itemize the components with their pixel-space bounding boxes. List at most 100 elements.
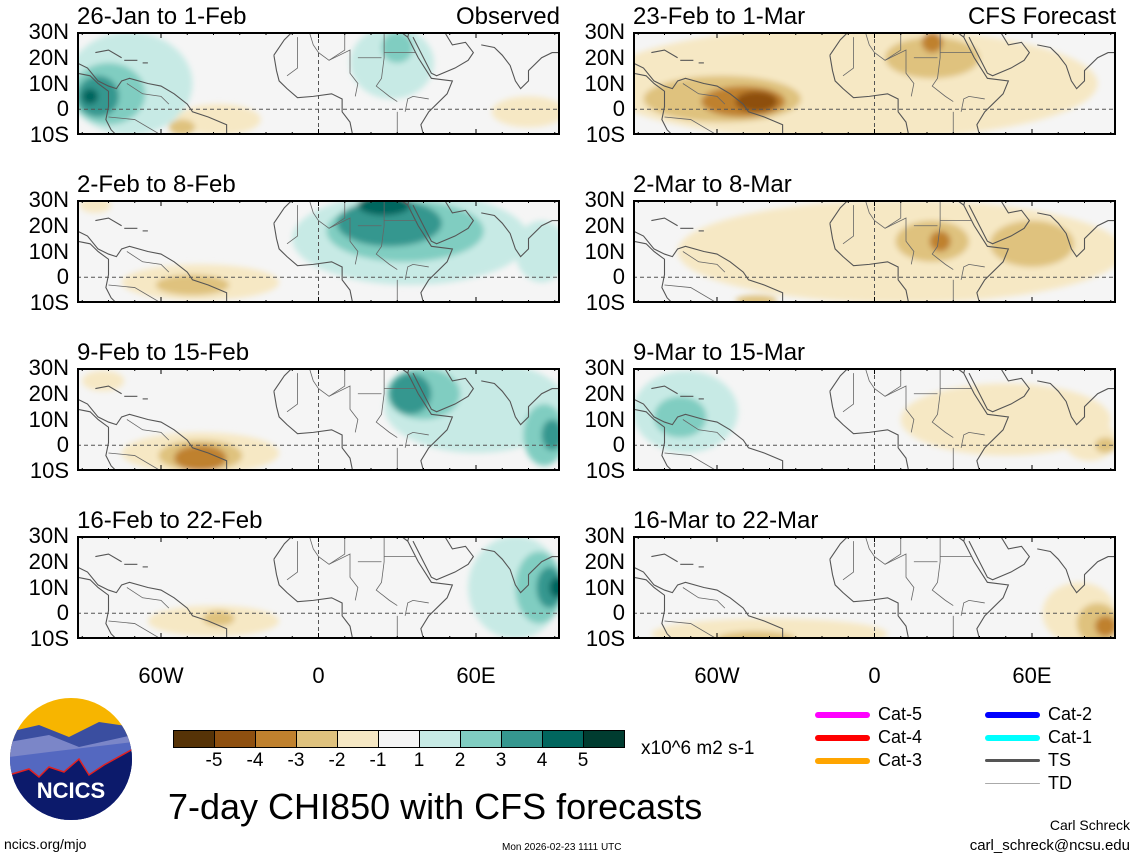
country-border xyxy=(842,373,854,413)
country-border xyxy=(328,368,346,397)
coastline xyxy=(968,368,1031,413)
colorbar-label: 2 xyxy=(454,750,466,771)
legend-label: Cat-2 xyxy=(1048,704,1093,724)
country-border xyxy=(286,37,298,77)
lon-tick-label: 60W xyxy=(138,663,184,688)
map-panel xyxy=(77,200,560,303)
map-panel xyxy=(633,32,1116,135)
legend-label: TS xyxy=(1048,750,1072,770)
colorbar-swatch xyxy=(543,731,584,747)
anomaly-contour xyxy=(536,566,560,609)
coastline xyxy=(77,398,228,471)
coastline xyxy=(955,32,1010,135)
coastline xyxy=(77,230,228,303)
map-panel xyxy=(77,32,560,135)
coastline xyxy=(633,408,673,471)
coastline xyxy=(651,49,678,59)
coastline xyxy=(968,32,1031,77)
lat-tick-label: 10S xyxy=(585,290,625,315)
panel-tag: Observed xyxy=(455,3,560,30)
colorbar-swatch xyxy=(256,731,297,747)
country-border xyxy=(864,200,915,265)
colorbar-label: -3 xyxy=(287,750,305,771)
lat-tick-label: 20N xyxy=(584,44,625,70)
country-border xyxy=(404,431,429,448)
colorbar-swatch xyxy=(215,731,256,747)
lat-tick-label: 0 xyxy=(612,96,625,122)
coastline xyxy=(829,391,910,471)
anomaly-contour xyxy=(651,618,888,639)
colorbar-swatch xyxy=(297,731,338,747)
country-border xyxy=(864,536,915,601)
colorbar-swatch xyxy=(584,731,624,747)
lat-tick-label: 10N xyxy=(28,406,69,432)
legend-line-icon xyxy=(815,711,870,718)
coastline xyxy=(399,368,454,471)
country-border xyxy=(328,536,346,565)
country-border xyxy=(842,541,854,581)
country-border xyxy=(108,116,162,135)
coastline xyxy=(481,548,560,594)
country-border xyxy=(931,32,954,102)
anomaly-contour xyxy=(381,32,413,63)
country-border xyxy=(960,599,985,616)
country-border xyxy=(960,431,985,448)
panel-tag: CFS Forecast xyxy=(967,3,1116,30)
lat-tick-label: 0 xyxy=(612,432,625,458)
country-border xyxy=(664,116,718,135)
legend-item: Cat-4 xyxy=(815,726,922,749)
coastline xyxy=(651,217,678,227)
legend-item: Cat-1 xyxy=(985,726,1092,749)
map-panel xyxy=(77,536,560,639)
footer-url[interactable]: ncics.org/mjo xyxy=(4,836,87,852)
lat-tick-label: 10S xyxy=(29,122,69,147)
panel-title: 26-Jan to 1-Feb xyxy=(77,3,247,30)
country-border xyxy=(286,541,298,581)
lon-tick-label: 0 xyxy=(868,663,881,688)
lat-tick-label: 10N xyxy=(28,70,69,96)
coastline xyxy=(77,566,228,639)
colorbar-swatch xyxy=(461,731,502,747)
coastline xyxy=(829,55,910,135)
lat-tick-label: 20N xyxy=(584,380,625,406)
lat-tick-label: 20N xyxy=(28,44,69,70)
country-border xyxy=(664,452,718,471)
country-border xyxy=(126,251,170,273)
coastline xyxy=(633,230,784,303)
footer-email[interactable]: carl_schreck@ncsu.edu xyxy=(969,837,1130,854)
colorbar-swatch xyxy=(420,731,461,747)
legend-line-icon xyxy=(985,759,1040,762)
panel-title: 16-Feb to 22-Feb xyxy=(77,507,263,534)
lon-tick-label: 0 xyxy=(312,663,325,688)
coastline xyxy=(77,72,117,135)
colorbar-label: 3 xyxy=(495,750,507,771)
coastline xyxy=(481,212,560,258)
colorbar-label: -2 xyxy=(328,750,346,771)
map-panel xyxy=(633,536,1116,639)
lat-tick-label: 0 xyxy=(612,264,625,290)
country-border xyxy=(664,620,718,639)
lon-tick-label: 60E xyxy=(456,663,496,688)
panel-title: 2-Mar to 8-Mar xyxy=(633,171,792,198)
lat-tick-label: 20N xyxy=(28,212,69,238)
country-border xyxy=(108,284,162,303)
lat-tick-label: 30N xyxy=(28,355,69,380)
country-border xyxy=(884,200,902,229)
country-border xyxy=(682,251,726,273)
lat-tick-label: 30N xyxy=(584,523,625,548)
colorbar-units: x10^6 m2 s-1 xyxy=(641,738,755,759)
legend-line-icon xyxy=(985,711,1040,718)
legend-item: Cat-2 xyxy=(985,703,1092,726)
storm-legend-left: Cat-5 Cat-4 Cat-3 xyxy=(815,703,922,772)
anomaly-contour xyxy=(389,373,432,415)
lat-tick-label: 30N xyxy=(584,355,625,380)
storm-legend-right: Cat-2 Cat-1 TS TD xyxy=(985,703,1092,795)
coastline xyxy=(481,44,560,90)
lat-tick-label: 20N xyxy=(584,548,625,574)
lat-tick-label: 10N xyxy=(28,574,69,600)
anomaly-contour xyxy=(735,91,778,112)
map-panel xyxy=(633,200,1116,303)
country-border xyxy=(960,95,985,112)
anomaly-contour xyxy=(82,370,125,392)
country-border xyxy=(328,200,346,229)
